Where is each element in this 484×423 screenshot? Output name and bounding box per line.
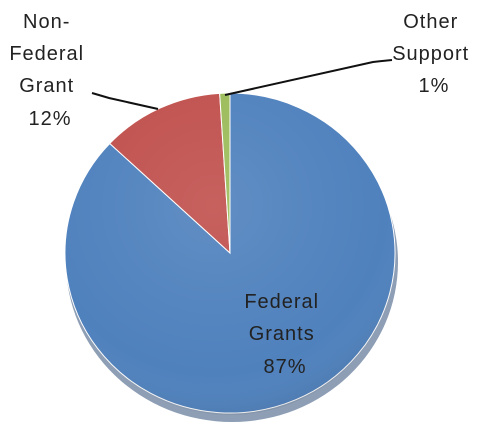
label-federal-grants-line-3: 87% (263, 356, 306, 378)
leader-line-other-support (224, 59, 393, 96)
label-other-support: Other Support 1% (392, 11, 476, 97)
label-non-federal-grant-line-3: Grant (19, 75, 74, 97)
label-other-support-line-1: Other (403, 11, 458, 33)
label-federal-grants: Federal Grants 87% (244, 291, 325, 378)
pie-slices (64, 92, 396, 414)
label-non-federal-grant: Non- Federal Grant 12% (9, 11, 90, 130)
label-non-federal-grant-line-1: Non- (23, 11, 70, 33)
label-federal-grants-line-2: Grants (249, 323, 315, 345)
label-non-federal-grant-line-2: Federal (9, 43, 84, 65)
label-other-support-line-2: Support (392, 43, 469, 65)
label-federal-grants-line-1: Federal (244, 291, 319, 313)
label-other-support-line-3: 1% (419, 75, 450, 97)
leader-line-non-federal (91, 92, 159, 110)
label-non-federal-grant-line-4: 12% (28, 108, 71, 130)
